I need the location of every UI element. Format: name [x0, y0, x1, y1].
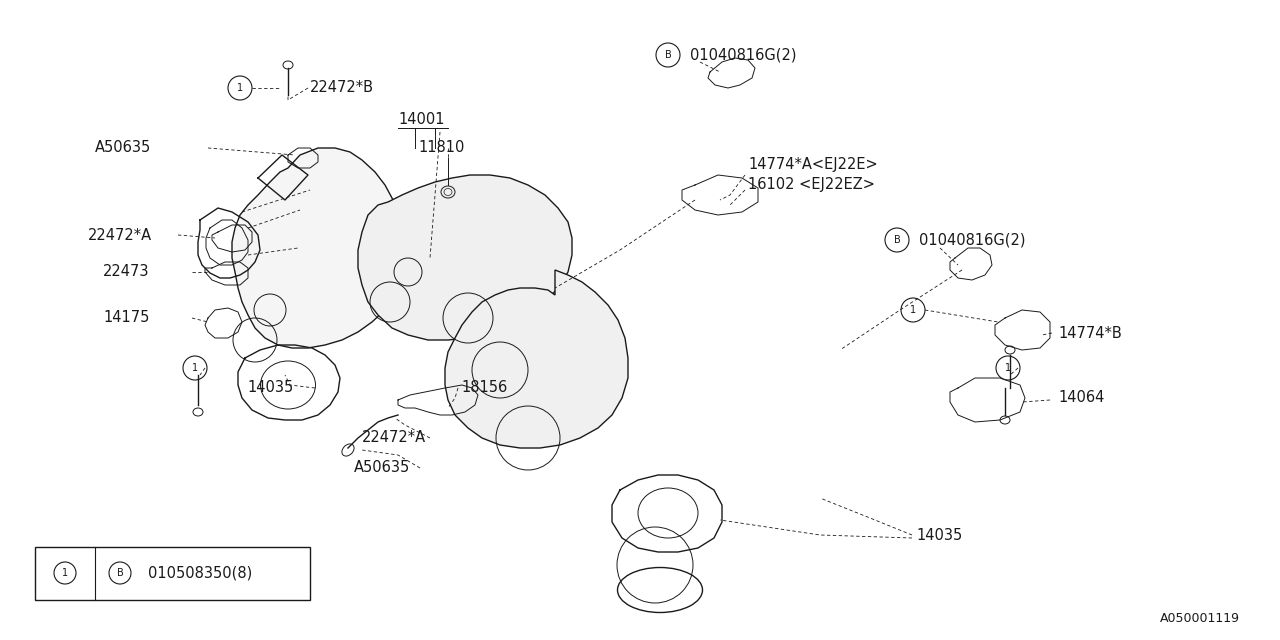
Text: 14001: 14001 — [398, 113, 444, 127]
Text: 14774*B: 14774*B — [1059, 326, 1121, 340]
Text: 22473: 22473 — [102, 264, 150, 280]
Text: 010508350(8): 010508350(8) — [148, 566, 252, 580]
Text: B: B — [664, 50, 672, 60]
Text: 1: 1 — [910, 305, 916, 315]
Text: 14064: 14064 — [1059, 390, 1105, 406]
Text: A50635: A50635 — [95, 141, 151, 156]
Text: A050001119: A050001119 — [1160, 612, 1240, 625]
Bar — [35, 547, 310, 600]
Text: 14774*A<EJ22E>: 14774*A<EJ22E> — [748, 157, 878, 173]
Text: 22472*A: 22472*A — [88, 227, 152, 243]
Text: 11810: 11810 — [419, 141, 465, 156]
Text: 14035: 14035 — [247, 381, 293, 396]
Text: B: B — [893, 235, 900, 245]
Text: 14175: 14175 — [102, 310, 150, 326]
Text: 22472*B: 22472*B — [310, 81, 374, 95]
Text: 1: 1 — [61, 568, 68, 578]
Text: 16102 <EJ22EZ>: 16102 <EJ22EZ> — [748, 177, 876, 193]
Text: B: B — [116, 568, 123, 578]
Text: 01040816G(2): 01040816G(2) — [690, 47, 796, 63]
Text: A50635: A50635 — [355, 461, 411, 476]
Text: 01040816G(2): 01040816G(2) — [919, 232, 1025, 248]
Polygon shape — [358, 175, 572, 340]
Polygon shape — [232, 148, 404, 348]
Text: 1: 1 — [1005, 363, 1011, 373]
Text: 1: 1 — [192, 363, 198, 373]
Polygon shape — [445, 270, 628, 448]
Text: 14035: 14035 — [916, 527, 963, 543]
Text: 22472*A: 22472*A — [362, 431, 426, 445]
Text: 1: 1 — [237, 83, 243, 93]
Text: 18156: 18156 — [461, 381, 507, 396]
